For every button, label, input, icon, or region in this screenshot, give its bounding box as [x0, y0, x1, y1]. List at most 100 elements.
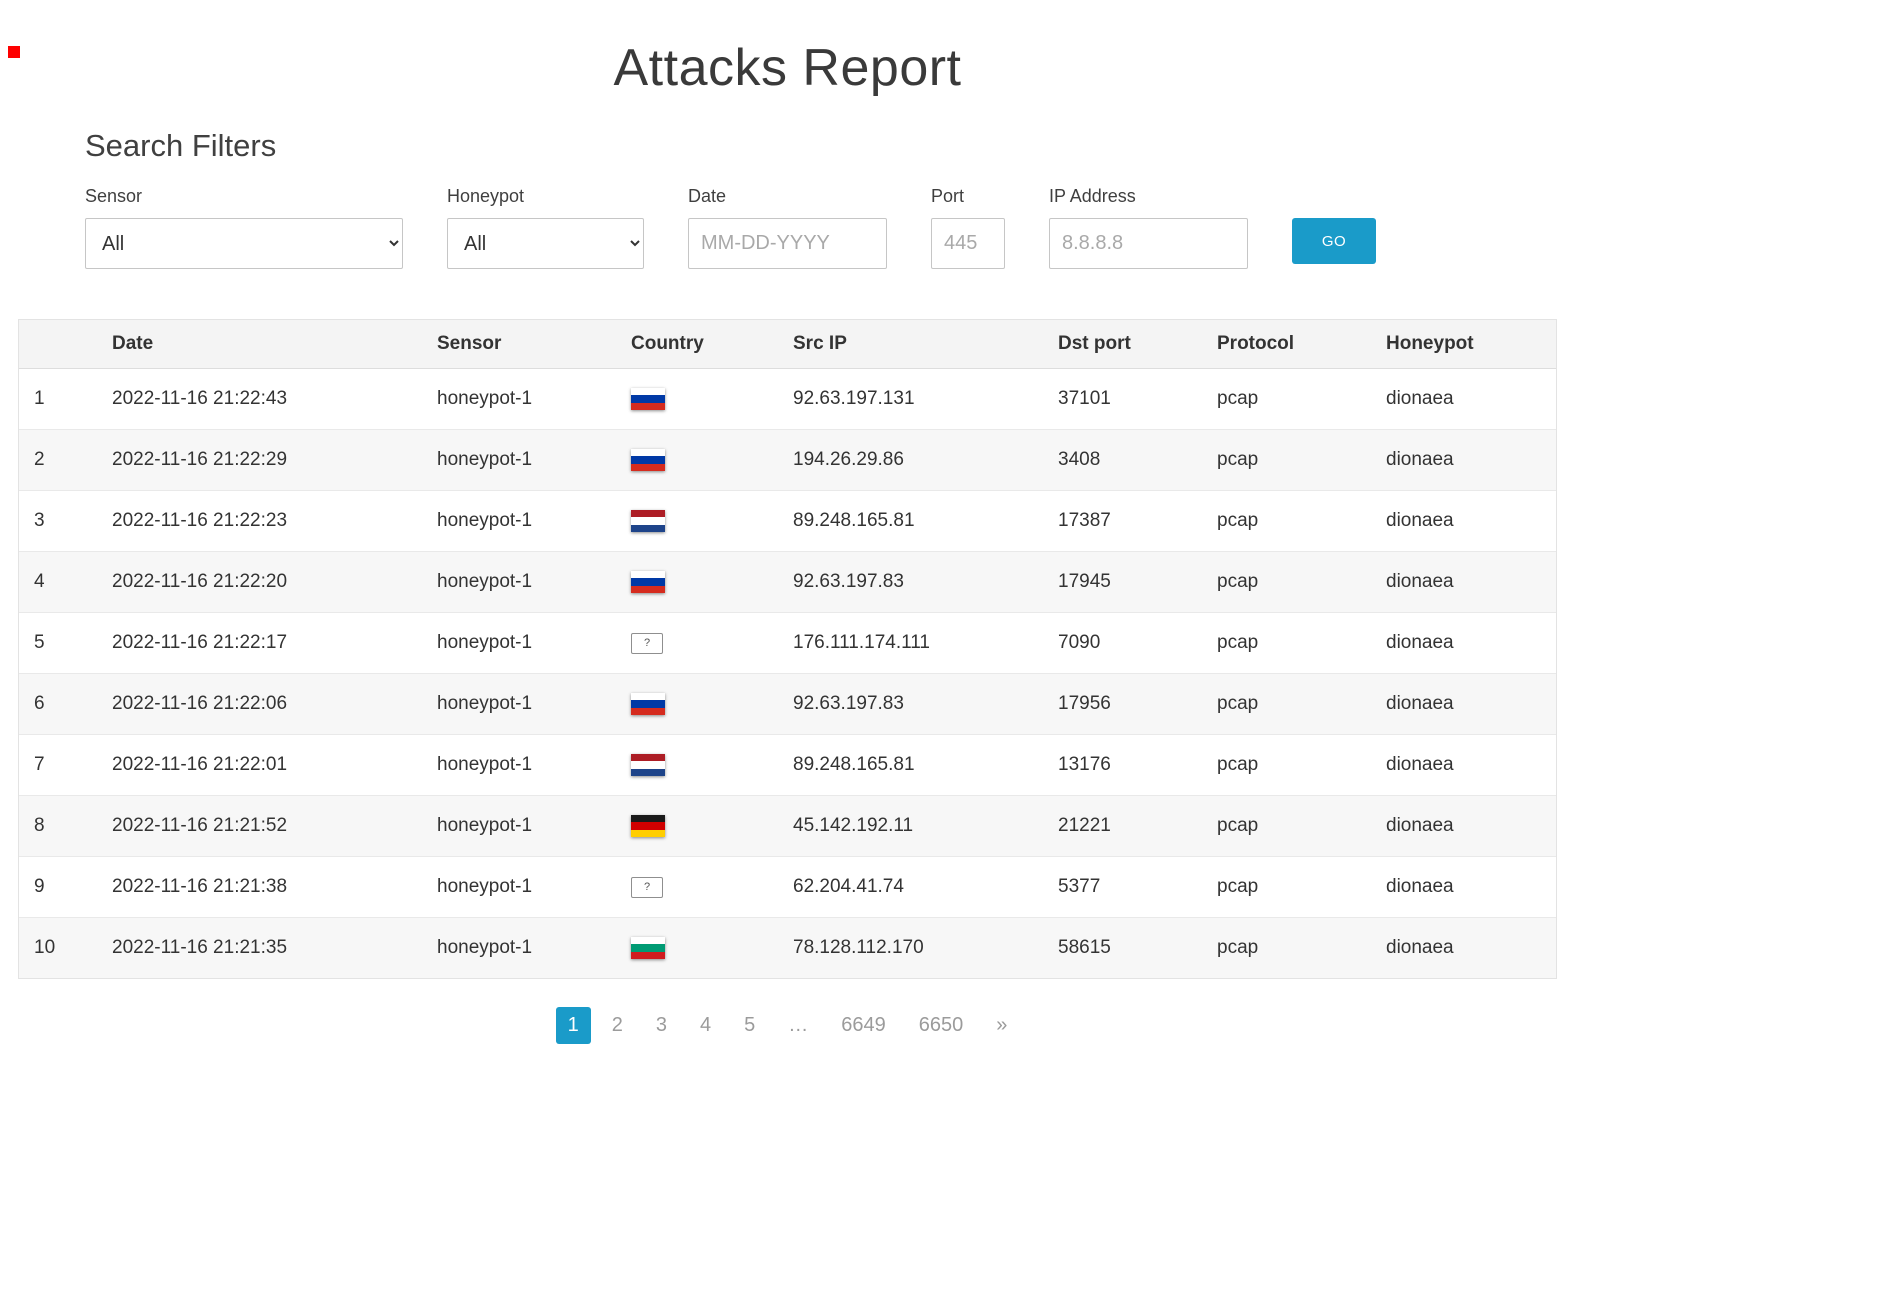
cell-src-ip: 176.111.174.111 — [778, 612, 1043, 675]
table-row: 3 2022-11-16 21:22:23 honeypot-1 89.248.… — [19, 490, 1556, 553]
cell-country — [616, 490, 778, 553]
cell-dst-port: 17387 — [1043, 490, 1202, 553]
pagination-page-5[interactable]: 5 — [744, 1014, 756, 1037]
nl-flag-icon — [631, 510, 665, 533]
cell-date: 2022-11-16 21:22:06 — [97, 673, 422, 736]
col-header-date: Date — [97, 320, 422, 369]
cell-src-ip: 45.142.192.11 — [778, 795, 1043, 858]
sensor-filter: Sensor All — [85, 186, 403, 269]
pagination-page-4[interactable]: 4 — [700, 1014, 712, 1037]
cell-src-ip: 194.26.29.86 — [778, 429, 1043, 492]
cell-country: ? — [616, 612, 778, 675]
cell-protocol: pcap — [1202, 673, 1371, 736]
ru-flag-icon — [631, 449, 665, 471]
ru-flag-icon — [631, 571, 665, 594]
sensor-label: Sensor — [85, 186, 143, 206]
cell-country — [616, 551, 778, 614]
cell-src-ip: 92.63.197.83 — [778, 551, 1043, 614]
col-header-dst-port: Dst port — [1043, 320, 1202, 369]
ip-address-label: IP Address — [1049, 186, 1136, 206]
cell-dst-port: 5377 — [1043, 856, 1202, 919]
cell-dst-port: 17956 — [1043, 673, 1202, 736]
cell-dst-port: 3408 — [1043, 429, 1202, 492]
date-input[interactable] — [688, 218, 887, 269]
table-header-row: Date Sensor Country Src IP Dst port Prot… — [19, 320, 1556, 369]
ru-flag-icon — [631, 388, 665, 410]
cell-src-ip: 89.248.165.81 — [778, 490, 1043, 553]
row-number: 8 — [19, 795, 97, 858]
cell-honeypot: dionaea — [1371, 673, 1556, 736]
cell-sensor: honeypot-1 — [422, 368, 616, 431]
row-number: 5 — [19, 612, 97, 675]
cell-date: 2022-11-16 21:22:01 — [97, 734, 422, 797]
cell-country — [616, 795, 778, 858]
cell-protocol: pcap — [1202, 551, 1371, 614]
cell-src-ip: 78.128.112.170 — [793, 937, 924, 959]
pagination-page-2[interactable]: 2 — [611, 1014, 623, 1037]
cell-sensor: honeypot-1 — [422, 795, 616, 858]
cell-country: ? — [616, 856, 778, 919]
cell-date: 2022-11-16 21:22:43 — [97, 368, 422, 431]
table-row: 9 2022-11-16 21:21:38 honeypot-1 ? 62.20… — [19, 856, 1556, 919]
cell-honeypot: dionaea — [1371, 551, 1556, 614]
go-button[interactable]: GO — [1292, 218, 1376, 264]
cell-honeypot: dionaea — [1386, 937, 1454, 959]
table-row: 2 2022-11-16 21:22:29 honeypot-1 194.26.… — [19, 429, 1556, 492]
cell-sensor: honeypot-1 — [422, 429, 616, 492]
port-label: Port — [931, 186, 965, 206]
cell-protocol: pcap — [1202, 795, 1371, 858]
cell-date: 2022-11-16 21:22:17 — [97, 612, 422, 675]
nl-flag-icon — [631, 754, 665, 777]
col-header-index — [19, 320, 97, 369]
cell-date: 2022-11-16 21:22:29 — [97, 429, 422, 492]
unknown-flag-icon: ? — [631, 632, 663, 654]
red-corner-marker — [8, 46, 20, 58]
cell-src-ip: 92.63.197.131 — [778, 368, 1043, 431]
cell-dst-port: 37101 — [1043, 368, 1202, 431]
date-label: Date — [688, 186, 727, 206]
honeypot-select[interactable]: All — [447, 218, 644, 269]
cell-protocol: pcap — [1202, 368, 1371, 431]
row-number: 3 — [19, 490, 97, 553]
cell-dst-port: 21221 — [1043, 795, 1202, 858]
bg-flag-icon — [631, 937, 665, 960]
cell-protocol: pcap — [1217, 937, 1259, 959]
cell-honeypot: dionaea — [1371, 490, 1556, 553]
pagination-page-6650[interactable]: 6650 — [918, 1014, 964, 1037]
table-row: 6 2022-11-16 21:22:06 honeypot-1 92.63.1… — [19, 673, 1556, 736]
row-number: 6 — [19, 673, 97, 736]
cell-date: 2022-11-16 21:21:35 — [112, 937, 288, 959]
cell-date: 2022-11-16 21:22:23 — [97, 490, 422, 553]
cell-honeypot: dionaea — [1371, 734, 1556, 797]
pagination: 1 2 3 4 5 … 6649 6650 » — [18, 1007, 1557, 1045]
cell-protocol: pcap — [1202, 490, 1371, 553]
cell-protocol: pcap — [1202, 734, 1371, 797]
col-header-sensor: Sensor — [422, 320, 616, 369]
col-header-src-ip: Src IP — [778, 320, 1043, 369]
table-row: 7 2022-11-16 21:22:01 honeypot-1 89.248.… — [19, 734, 1556, 797]
pagination-page-3[interactable]: 3 — [655, 1014, 667, 1037]
cell-country — [616, 734, 778, 797]
port-input[interactable] — [931, 218, 1005, 269]
de-flag-icon — [631, 815, 665, 838]
attacks-report-page: Attacks Report Search Filters Sensor All… — [18, 38, 1557, 1045]
row-number: 1 — [19, 368, 97, 431]
date-filter: Date — [688, 186, 887, 269]
row-number: 4 — [19, 551, 97, 614]
col-header-country: Country — [616, 320, 778, 369]
sensor-select[interactable]: All — [85, 218, 403, 269]
cell-honeypot: dionaea — [1371, 795, 1556, 858]
cell-country — [616, 918, 778, 979]
table-row: 1 2022-11-16 21:22:43 honeypot-1 92.63.1… — [19, 368, 1556, 431]
cell-protocol: pcap — [1202, 429, 1371, 492]
honeypot-filter: Honeypot All — [447, 186, 644, 269]
cell-protocol: pcap — [1202, 856, 1371, 919]
pagination-next[interactable]: » — [996, 1014, 1008, 1037]
cell-date: 2022-11-16 21:21:38 — [97, 856, 422, 919]
cell-date: 2022-11-16 21:22:20 — [97, 551, 422, 614]
ip-address-input[interactable] — [1049, 218, 1248, 269]
cell-honeypot: dionaea — [1371, 856, 1556, 919]
pagination-page-1[interactable]: 1 — [555, 1007, 591, 1045]
pagination-page-6649[interactable]: 6649 — [841, 1014, 886, 1037]
attacks-table: Date Sensor Country Src IP Dst port Prot… — [19, 320, 1556, 979]
